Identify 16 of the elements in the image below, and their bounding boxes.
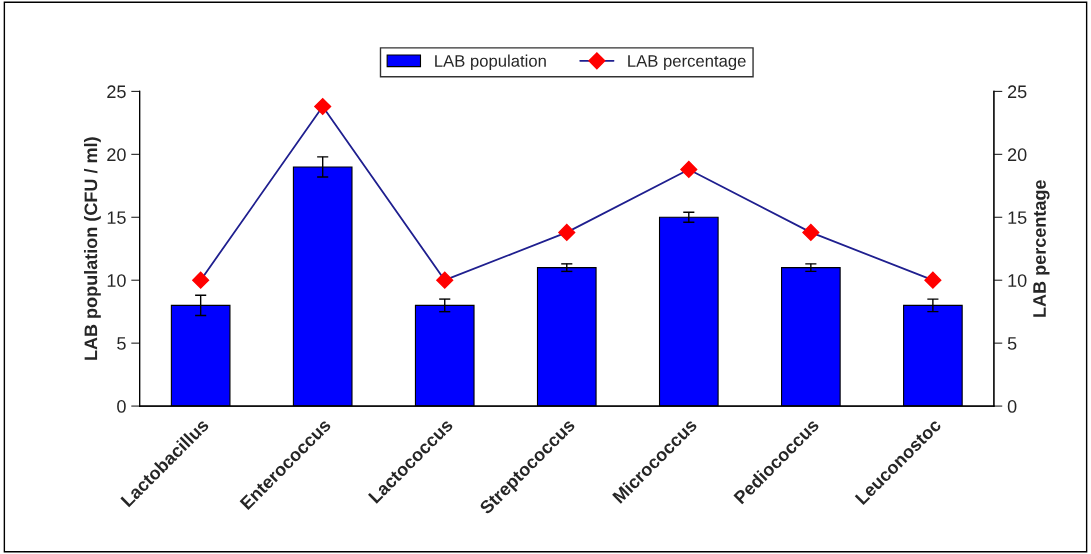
y-tick-label: 20: [107, 148, 126, 162]
y2-tick-label: 10: [1008, 274, 1027, 287]
legend-label: LAB population: [435, 54, 546, 71]
y2-tick-label: 0: [1007, 400, 1017, 413]
y-tick-label: 15: [107, 211, 126, 224]
y2-tick-label: 25: [1008, 85, 1027, 99]
y-tick-label: 10: [107, 274, 126, 287]
y-tick-label: 0: [117, 400, 126, 413]
y-tick-label: 25: [107, 85, 126, 99]
y2-tick-label: 5: [1007, 337, 1017, 350]
y-axis-title: LAB population (CFU / ml): [83, 137, 101, 360]
legend-label: LAB percentage: [628, 55, 746, 71]
y2-tick-label: 15: [1008, 211, 1027, 224]
y-tick-label: 5: [117, 337, 126, 350]
y2-tick-label: 20: [1008, 148, 1027, 162]
y2-axis-title: LAB percentage: [1033, 180, 1050, 317]
